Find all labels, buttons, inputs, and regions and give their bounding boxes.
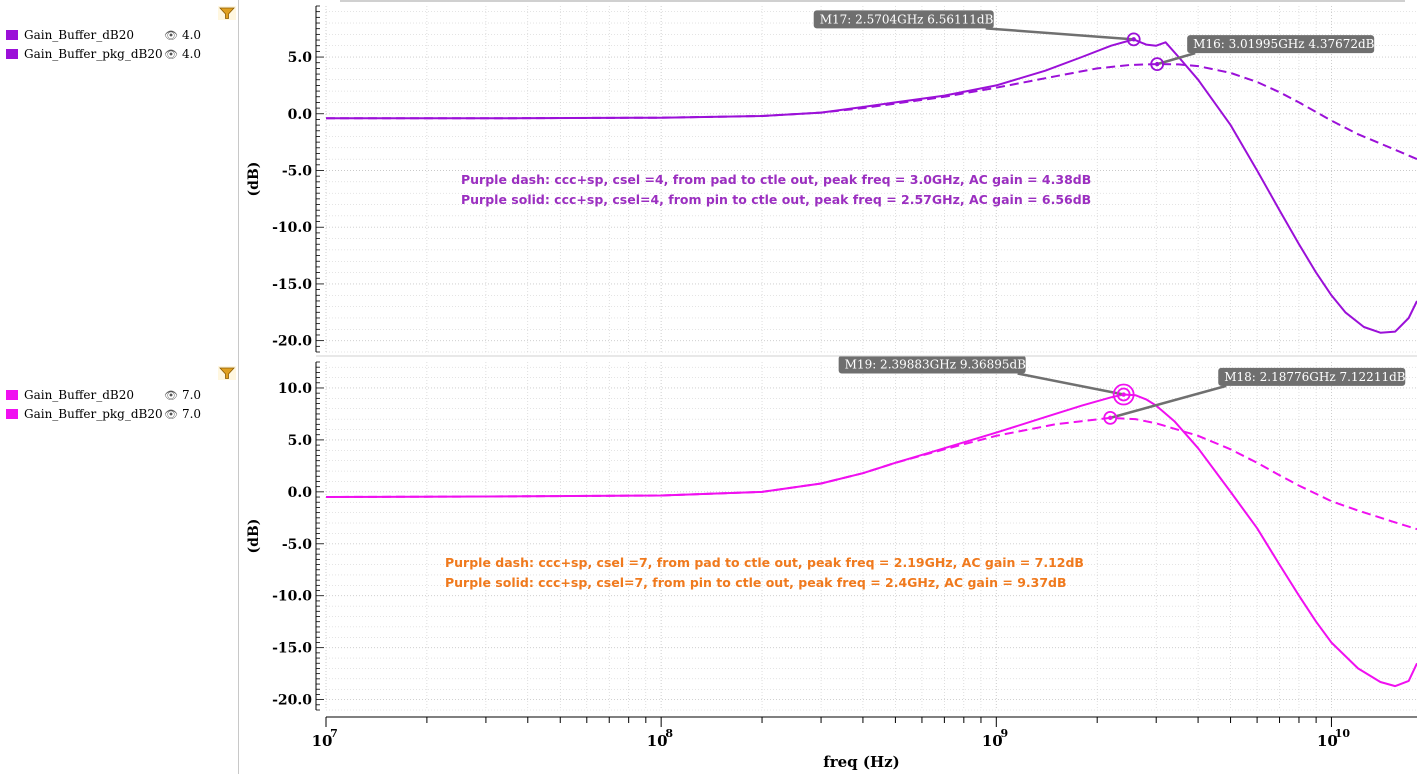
marker-label-box	[1218, 367, 1406, 386]
plot-area	[326, 362, 1417, 710]
legend-value: 4.0	[181, 47, 202, 61]
marker-label-box	[838, 355, 1026, 374]
legend-swatch	[6, 49, 18, 59]
y-tick-label: 5.0	[288, 50, 313, 66]
legend-label: Gain_Buffer_pkg_dB20	[24, 407, 163, 421]
marker-dot	[1131, 37, 1136, 42]
legend-item[interactable]: Gain_Buffer_dB20 👁 7.0	[6, 387, 201, 403]
legend-swatch	[6, 30, 18, 40]
marker-point	[1126, 32, 1141, 47]
annotation-text: Purple dash: ccc+sp, csel =7, from pad t…	[445, 555, 1084, 570]
y-axis-label: (dB)	[246, 519, 262, 554]
x-tick-label: 10	[1317, 732, 1338, 750]
x-tick-label: 10	[312, 732, 333, 750]
y-tick-label: 5.0	[288, 433, 313, 449]
series-line-solid	[326, 38, 1417, 334]
legend-pane: Gain_Buffer_dB20 👁 4.0 Gain_Buffer_pkg_d…	[0, 0, 240, 774]
marker-label-box	[813, 10, 994, 29]
marker-label-box	[1187, 35, 1375, 54]
y-tick-label: -15.0	[272, 641, 312, 657]
y-tick-label: -20.0	[272, 334, 312, 350]
series-line-dashed	[325, 416, 1417, 531]
x-tick-exponent: 7	[330, 727, 338, 740]
y-tick-label: -10.0	[272, 589, 312, 605]
marker-dot	[1154, 61, 1160, 67]
marker-label: M16: 3.01995GHz 4.37672dB	[1193, 37, 1375, 51]
marker-leader-line	[1109, 384, 1227, 420]
filter-funnel-icon[interactable]	[218, 6, 236, 20]
legend-item[interactable]: Gain_Buffer_pkg_dB20 👁 4.0	[6, 46, 201, 62]
annotation-text: Purple solid: ccc+sp, csel=4, from pin t…	[461, 192, 1092, 207]
y-tick-label: -10.0	[272, 220, 312, 236]
marker-leader-line	[1017, 372, 1124, 396]
x-axis-label: freq (Hz)	[823, 753, 900, 771]
x-tick-exponent: 8	[665, 727, 673, 740]
eye-icon[interactable]: 👁	[164, 388, 178, 402]
y-tick-label: -5.0	[282, 537, 312, 553]
y-tick-label: 0.0	[288, 107, 313, 123]
legend-item[interactable]: Gain_Buffer_dB20 👁 4.0	[6, 27, 201, 43]
y-tick-label: -5.0	[282, 163, 312, 179]
legend-value: 4.0	[181, 28, 202, 42]
x-tick-exponent: 10	[1335, 727, 1351, 740]
plot-area	[326, 6, 1417, 352]
legend-swatch	[6, 390, 18, 400]
legend-value: 7.0	[181, 407, 202, 421]
y-axis-label: (dB)	[246, 162, 262, 197]
annotation-text: Purple solid: ccc+sp, csel=7, from pin t…	[445, 575, 1067, 590]
legend-label: Gain_Buffer_dB20	[24, 388, 134, 402]
legend-swatch	[6, 409, 18, 419]
marker-point	[1103, 410, 1118, 425]
legend-item[interactable]: Gain_Buffer_pkg_dB20 👁 7.0	[6, 406, 201, 422]
marker-point	[1116, 387, 1131, 402]
y-tick-label: -15.0	[272, 277, 312, 293]
legend-label: Gain_Buffer_dB20	[24, 28, 134, 42]
legend-value: 7.0	[181, 388, 202, 402]
marker-point	[1150, 57, 1165, 72]
y-tick-label: -20.0	[272, 693, 312, 709]
x-tick-label: 10	[982, 732, 1003, 750]
annotation-text: Purple dash: ccc+sp, csel =4, from pad t…	[461, 172, 1092, 187]
eye-icon[interactable]: 👁	[164, 407, 178, 421]
eye-icon[interactable]: 👁	[164, 28, 178, 42]
marker-label: M18: 2.18776GHz 7.12211dB	[1224, 370, 1406, 384]
y-tick-label: 0.0	[288, 485, 313, 501]
filter-funnel-icon[interactable]	[218, 366, 236, 380]
marker-label: M17: 2.5704GHz 6.56111dB	[820, 12, 994, 26]
marker-point	[1112, 383, 1135, 406]
marker-dot	[1121, 392, 1126, 397]
pane-divider[interactable]	[238, 0, 239, 774]
series-line-dashed	[326, 63, 1417, 161]
marker-label: M19: 2.39883GHz 9.36895dB	[845, 358, 1027, 372]
marker-leader-line	[985, 27, 1134, 41]
legend-label: Gain_Buffer_pkg_dB20	[24, 47, 163, 61]
eye-icon[interactable]: 👁	[164, 47, 178, 61]
y-tick-label: 10.0	[278, 381, 312, 397]
marker-dot	[1108, 415, 1113, 421]
x-tick-exponent: 9	[1000, 727, 1008, 740]
x-tick-label: 10	[647, 732, 668, 750]
